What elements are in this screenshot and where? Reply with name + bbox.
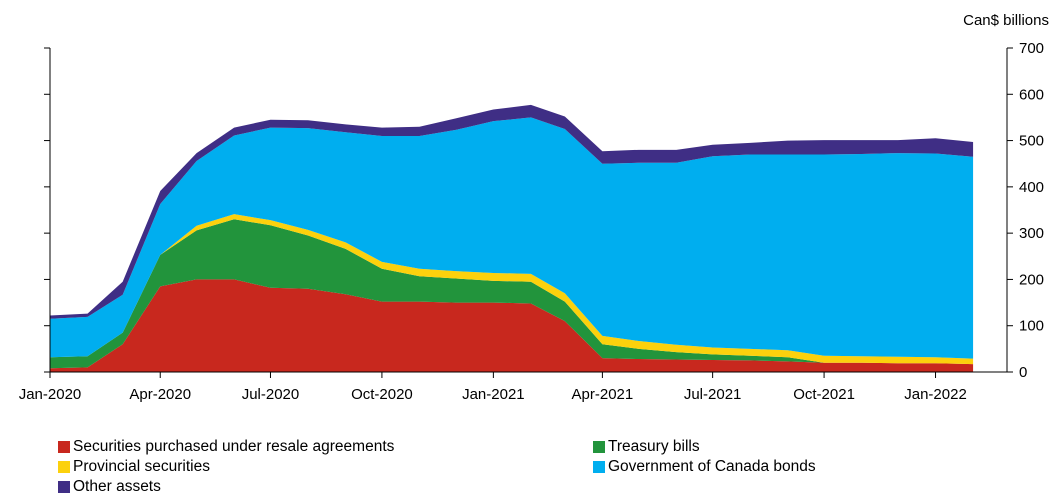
legend-label-treasury-bills: Treasury bills — [608, 438, 700, 455]
legend-item-provincial-securities: Provincial securities — [58, 458, 210, 475]
y-axis-unit-label: Can$ billions — [963, 12, 1049, 29]
legend-item-resale-agreements: Securities purchased under resale agreem… — [58, 438, 394, 455]
y-tick-label: 500 — [1019, 133, 1044, 150]
legend-swatch-provincial-securities — [58, 460, 70, 473]
stacked-area-chart: 0 100 200 300 400 500 600 700 Jan-2020 Apr-2020 Ju… — [19, 12, 1049, 403]
area-securities-purchased-under-resale-agreements — [50, 279, 974, 372]
legend-item-treasury-bills: Treasury bills — [593, 438, 700, 455]
y-tick-label: 200 — [1019, 271, 1044, 288]
legend-swatch-resale-agreements — [58, 440, 70, 453]
legend-item-other-assets: Other assets — [58, 478, 161, 495]
axes-group: 0 100 200 300 400 500 600 700 Jan-2020 Apr-2020 Ju… — [19, 40, 1044, 403]
x-tick-label: Apr-2021 — [572, 386, 634, 403]
legend-swatch-treasury-bills — [593, 440, 605, 453]
legend-label-provincial-securities: Provincial securities — [73, 458, 210, 475]
legend-label-goc-bonds: Government of Canada bonds — [608, 458, 816, 475]
y-tick-label: 0 — [1019, 364, 1027, 381]
y-tick-label: 100 — [1019, 318, 1044, 335]
y-tick-label: 700 — [1019, 40, 1044, 57]
x-tick-label: Oct-2021 — [793, 386, 855, 403]
x-tick-label: Jan-2020 — [19, 386, 82, 403]
x-tick-label: Jul-2020 — [242, 386, 300, 403]
x-tick-label: Jan-2022 — [904, 386, 967, 403]
y-tick-label: 400 — [1019, 179, 1044, 196]
legend-item-goc-bonds: Government of Canada bonds — [593, 458, 816, 475]
area-series-group — [50, 104, 974, 372]
area-government-of-canada-bonds — [50, 117, 974, 359]
legend-swatch-other-assets — [58, 480, 70, 493]
legend-label-resale-agreements: Securities purchased under resale agreem… — [73, 438, 395, 455]
x-tick-label: Oct-2020 — [351, 386, 413, 403]
legend-label-other-assets: Other assets — [73, 478, 161, 495]
x-tick-label: Apr-2020 — [129, 386, 191, 403]
legend-swatch-goc-bonds — [593, 460, 605, 473]
y-tick-label: 600 — [1019, 86, 1044, 103]
legend: Securities purchased under resale agreem… — [58, 438, 1058, 502]
x-tick-label: Jul-2021 — [684, 386, 742, 403]
y-tick-label: 300 — [1019, 225, 1044, 242]
x-tick-label: Jan-2021 — [462, 386, 525, 403]
area-treasury-bills — [50, 219, 974, 369]
